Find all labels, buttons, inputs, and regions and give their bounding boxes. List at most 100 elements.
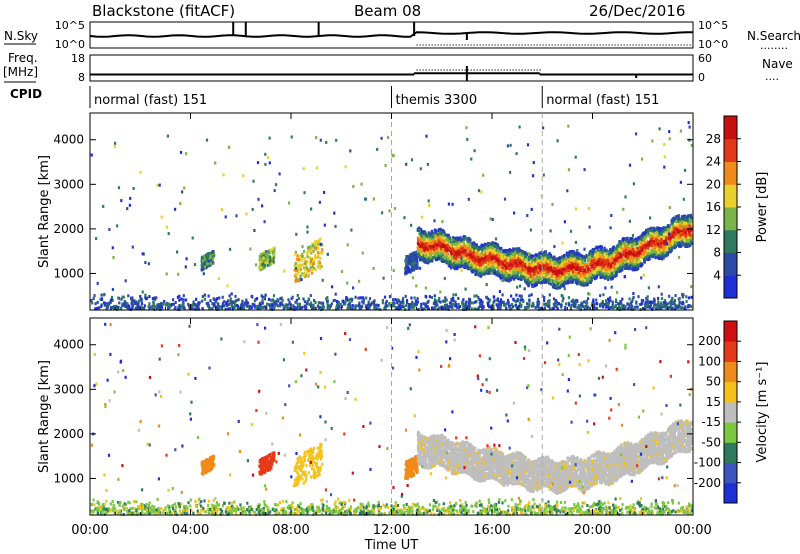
power-cell [310,304,313,308]
power-cell [687,244,691,248]
power-cell [687,296,690,300]
power-cell [129,307,132,311]
power-cell [306,260,309,264]
nsky-label: N.Sky [4,29,38,43]
power-cell [605,305,608,309]
power-cell [614,304,617,308]
nave-tick-bottom: 0 [698,71,705,84]
power-cell [565,302,568,306]
power-cell [552,302,555,306]
power-cell [584,269,587,273]
power-cell [234,300,237,303]
power-cell [520,296,523,300]
power-cell [454,300,457,304]
power-cell [397,307,400,311]
power-cell [314,301,317,304]
power-cell [467,261,471,265]
power-cell [215,297,219,301]
power-cell [213,253,216,257]
power-cell [592,300,595,304]
power-cell [520,294,523,298]
power-cell [645,254,648,258]
power-cell [667,250,670,254]
power-cell [527,259,530,263]
power-cell [127,306,130,310]
power-cell [491,248,494,252]
power-cell [370,303,373,306]
power-cell [670,224,673,228]
power-cell [296,293,299,297]
power-cell [487,271,490,275]
power-cell [91,301,94,305]
power-cell [606,303,609,307]
power-cell [127,294,130,298]
nsearch-tick-bottom: 10^0 [698,38,728,51]
power-cell [577,304,580,308]
power-cell [313,299,316,302]
power-cell [159,307,162,311]
power-cell [518,271,521,274]
power-cell [690,295,693,299]
power-cell [504,303,507,307]
power-cell [431,247,434,251]
power-cell [151,297,154,301]
power-cell [544,250,547,254]
power-cell [660,307,663,311]
power-cell [167,306,170,310]
power-cell [446,236,449,240]
power-cell [615,300,618,304]
power-cell [374,306,377,310]
power-cell [625,260,628,264]
power-cell [421,247,424,250]
power-cell [365,296,368,300]
power-cell [632,239,635,243]
power-cell [295,269,298,273]
power-cell [216,305,219,309]
power-cell [674,306,677,310]
power-cell [298,302,301,306]
power-cell [305,305,308,309]
power-cell [196,303,199,307]
power-cell [388,301,391,305]
power-cell [321,248,324,252]
power-cell [461,301,464,305]
power-cell [370,301,373,305]
nsky-panel-frame [89,21,694,49]
power-cell [649,303,652,307]
power-cell [120,306,123,310]
power-cell [416,260,419,264]
power-cell [139,295,142,298]
power-cell [463,307,466,311]
power-cell [268,263,271,267]
power-cell [212,302,215,306]
power-cell [194,307,197,311]
power-cell [351,307,354,311]
power-cell [104,301,107,305]
power-cell [278,302,281,306]
power-cell [107,302,110,306]
power-cell [604,299,608,303]
power-cell [629,301,632,305]
power-cell [431,306,434,310]
power-cell [406,259,409,263]
power-cell [556,306,559,310]
power-cell [681,292,684,296]
power-cell [614,298,618,302]
power-cell [309,266,312,270]
power-cell [100,298,103,301]
power-cell [262,256,265,260]
power-cell [438,296,441,300]
power-cell [628,297,631,301]
power-cell [602,305,605,309]
power-cell [455,305,458,309]
power-cell [602,293,605,297]
power-cell [297,258,300,262]
power-cell [457,263,460,267]
power-cell [358,306,361,310]
power-cell [405,262,408,266]
power-cell [406,301,409,305]
power-cell [241,299,244,303]
power-cell [218,305,221,309]
power-cell [273,305,276,309]
freq-panel-frame [89,54,694,82]
